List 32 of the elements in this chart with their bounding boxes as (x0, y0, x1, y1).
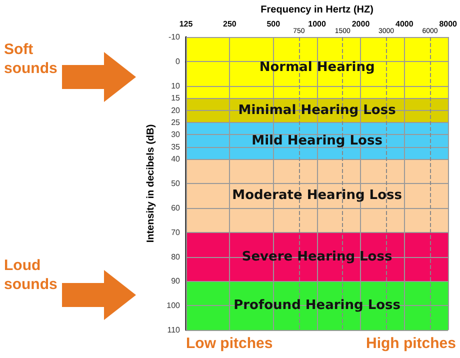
y-tick-label: 100 (166, 301, 181, 310)
y-tick-label: 40 (171, 154, 181, 164)
y-tick-label: 110 (167, 326, 181, 334)
y-tick-label: 10 (171, 81, 181, 90)
y-tick-label: 60 (171, 203, 181, 212)
y-tick-label: 70 (171, 228, 181, 237)
y-tick-label: -10 (168, 32, 181, 42)
band-label: Profound Hearing Loss (234, 298, 401, 314)
y-tick-label: 80 (171, 252, 181, 262)
band-label: Mild Hearing Loss (252, 133, 383, 148)
band-label: Moderate Hearing Loss (232, 188, 402, 204)
y-tick-label: 50 (171, 179, 181, 188)
y-axis-title: Intensity in decibels (dB) (145, 124, 156, 243)
x-tick-label: 4000 (396, 20, 414, 28)
y-tick-label: 25 (171, 118, 181, 127)
y-tick-label: 35 (171, 142, 181, 152)
text: Loud sounds (4, 256, 58, 294)
x-tick-label: 125 (179, 20, 194, 28)
x-tick-label: 500 (266, 20, 281, 28)
x-axis-title: Frequency in Hertz (HZ) (260, 4, 374, 16)
text: Low pitches (186, 334, 274, 353)
text: High pitches (364, 334, 456, 353)
x-tick-label: 1000 (308, 20, 326, 28)
x-tick-label: 250 (223, 20, 237, 28)
y-tick-label: 90 (171, 276, 181, 286)
x-tick-label: 8000 (439, 20, 458, 28)
y-tick-label: 20 (171, 106, 181, 115)
y-tick-label: 30 (171, 130, 181, 140)
y-tick-label: 15 (171, 94, 181, 103)
text: Soft sounds (4, 40, 58, 78)
x-tick-label: 2000 (352, 20, 370, 28)
y-tick-label: 0 (176, 56, 181, 66)
